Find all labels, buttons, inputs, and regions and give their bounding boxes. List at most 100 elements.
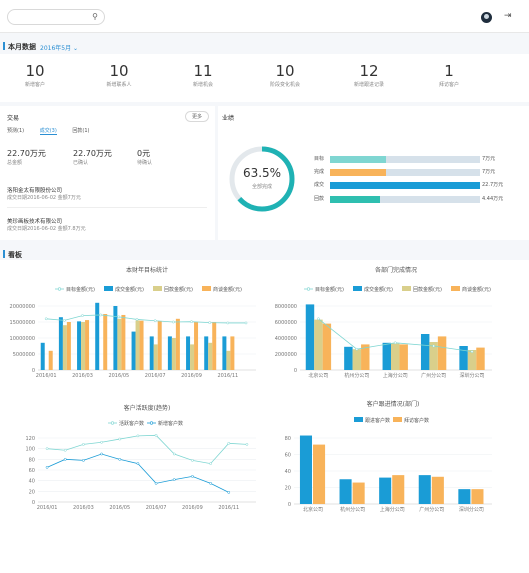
y-tick-label: 4000000 bbox=[275, 336, 297, 342]
x-tick-label: 上海分公司 bbox=[383, 372, 408, 379]
legend-label: 跟进客户数 bbox=[365, 417, 390, 424]
y-tick-label: 0 bbox=[288, 502, 291, 508]
bar bbox=[194, 322, 199, 370]
line-point bbox=[118, 457, 122, 461]
tab-payment[interactable]: 回款(1) bbox=[72, 128, 90, 134]
bar bbox=[117, 318, 122, 370]
bar bbox=[339, 479, 352, 504]
y-tick-label: 60 bbox=[29, 468, 35, 474]
line-point bbox=[171, 320, 175, 324]
stat-visits[interactable]: 1 拜访客户 bbox=[438, 62, 459, 88]
bar bbox=[322, 323, 332, 370]
month-select[interactable]: 2016年5月 ⌄ bbox=[40, 43, 78, 52]
deals-panel: 交易 更多 预测(1) 成交(3) 回款(1) 22.70万元 总金额 22.70… bbox=[0, 106, 215, 240]
x-tick-label: 北京公司 bbox=[308, 372, 328, 379]
line-point bbox=[118, 437, 122, 441]
x-tick-label: 2016/03 bbox=[73, 505, 94, 511]
line-point bbox=[82, 459, 85, 462]
stat-new-customers[interactable]: 10 新增客户 bbox=[24, 62, 45, 88]
line-point bbox=[172, 452, 176, 456]
stat-new-contacts[interactable]: 10 新增联系人 bbox=[106, 62, 132, 88]
line-point bbox=[45, 465, 49, 469]
line-point bbox=[117, 315, 121, 319]
y-tick-label: 60 bbox=[285, 453, 291, 459]
line-point bbox=[62, 319, 66, 322]
bar bbox=[149, 336, 154, 370]
line-point bbox=[317, 317, 320, 321]
tab-closed[interactable]: 成交(3) bbox=[39, 128, 57, 135]
list-item[interactable]: 洛阳金太有限股份公司 成交日期2016-06-02 金额7万元 bbox=[7, 188, 81, 201]
avatar[interactable] bbox=[481, 12, 492, 23]
legend-label: 回款金额(元) bbox=[413, 286, 442, 293]
bar bbox=[157, 321, 162, 370]
y-tick-label: 80 bbox=[29, 457, 35, 463]
bar bbox=[418, 475, 431, 504]
deals-title: 交易 bbox=[7, 115, 20, 122]
bar bbox=[429, 342, 438, 370]
y-tick-label: 20000000 bbox=[10, 304, 35, 310]
tab-forecast[interactable]: 预测(1) bbox=[7, 128, 25, 134]
bar bbox=[62, 325, 67, 370]
legend-label: 商谈金额(元) bbox=[462, 286, 491, 293]
x-tick-label: 2016/03 bbox=[72, 373, 93, 379]
bar bbox=[131, 331, 136, 370]
month-section-title: 本月数据 bbox=[3, 42, 36, 52]
bar bbox=[379, 477, 392, 504]
x-tick-label: 深圳分公司 bbox=[460, 372, 485, 379]
y-tick-label: 8000000 bbox=[275, 304, 297, 310]
x-tick-label: 2016/11 bbox=[218, 505, 239, 511]
line-point bbox=[209, 481, 212, 485]
x-tick-label: 2016/01 bbox=[37, 505, 58, 511]
line-point bbox=[227, 441, 231, 445]
goal-bar-fill bbox=[330, 182, 480, 189]
bar bbox=[48, 350, 53, 370]
line-point bbox=[190, 320, 193, 324]
line-point bbox=[136, 462, 140, 465]
series-line bbox=[46, 314, 247, 324]
stat-new-opportunities[interactable]: 11 新增机会 bbox=[192, 62, 213, 88]
bar bbox=[459, 346, 468, 370]
board-panel bbox=[0, 260, 529, 573]
bar bbox=[458, 489, 471, 504]
legend-label: 新增客户数 bbox=[158, 420, 183, 427]
stat-stage-changes[interactable]: 10 阶段变化机会 bbox=[269, 62, 300, 88]
goal-row-payment: 回款 4.44万元 bbox=[314, 196, 504, 203]
customer-activity-chart: 客户活跃度(趋势) 0 20 40 60 80 100 120 活跃客户数 新增客户数 2016/0… bbox=[25, 404, 256, 511]
bar bbox=[212, 322, 217, 370]
bar bbox=[352, 482, 365, 504]
line-point bbox=[191, 459, 194, 462]
x-tick-label: 2016/09 bbox=[181, 373, 202, 379]
search-icon[interactable]: ⚲ bbox=[92, 12, 98, 21]
line-point bbox=[355, 347, 359, 351]
bar bbox=[392, 475, 405, 504]
bar bbox=[139, 320, 144, 370]
stat-followups[interactable]: 12 新增跟进记录 bbox=[353, 62, 384, 88]
line-point bbox=[45, 447, 49, 451]
board-title: 看板 bbox=[3, 250, 22, 260]
top-bar: ⚲ ⇥ bbox=[0, 0, 529, 33]
bar bbox=[361, 344, 370, 370]
x-tick-label: 2016/01 bbox=[36, 373, 57, 379]
goal-bar-fill bbox=[330, 169, 386, 176]
bar bbox=[420, 334, 430, 370]
line-point bbox=[44, 317, 48, 321]
deals-more-button[interactable]: 更多 bbox=[185, 111, 210, 122]
y-tick-label: 2000000 bbox=[275, 352, 297, 358]
y-tick-label: 40 bbox=[285, 469, 291, 475]
line-point bbox=[209, 462, 212, 465]
line-point bbox=[154, 433, 158, 437]
y-tick-label: 0 bbox=[294, 368, 297, 374]
bar bbox=[77, 321, 82, 370]
bar bbox=[85, 320, 90, 370]
y-tick-label: 10000000 bbox=[10, 336, 35, 342]
y-tick-label: 0 bbox=[32, 500, 35, 506]
y-tick-label: 5000000 bbox=[13, 352, 35, 358]
list-item[interactable]: 美珍画板技术有限公司 成交日期2016-06-02 金额7.8万元 bbox=[7, 219, 86, 232]
chart-title: 客户活跃度(趋势) bbox=[124, 404, 171, 412]
chevron-down-icon: ⌄ bbox=[73, 45, 79, 52]
logout-icon[interactable]: ⇥ bbox=[504, 11, 512, 21]
line-point bbox=[172, 478, 176, 481]
search-input[interactable]: ⚲ bbox=[7, 9, 105, 25]
series-line bbox=[46, 453, 229, 493]
line-point bbox=[99, 313, 103, 317]
